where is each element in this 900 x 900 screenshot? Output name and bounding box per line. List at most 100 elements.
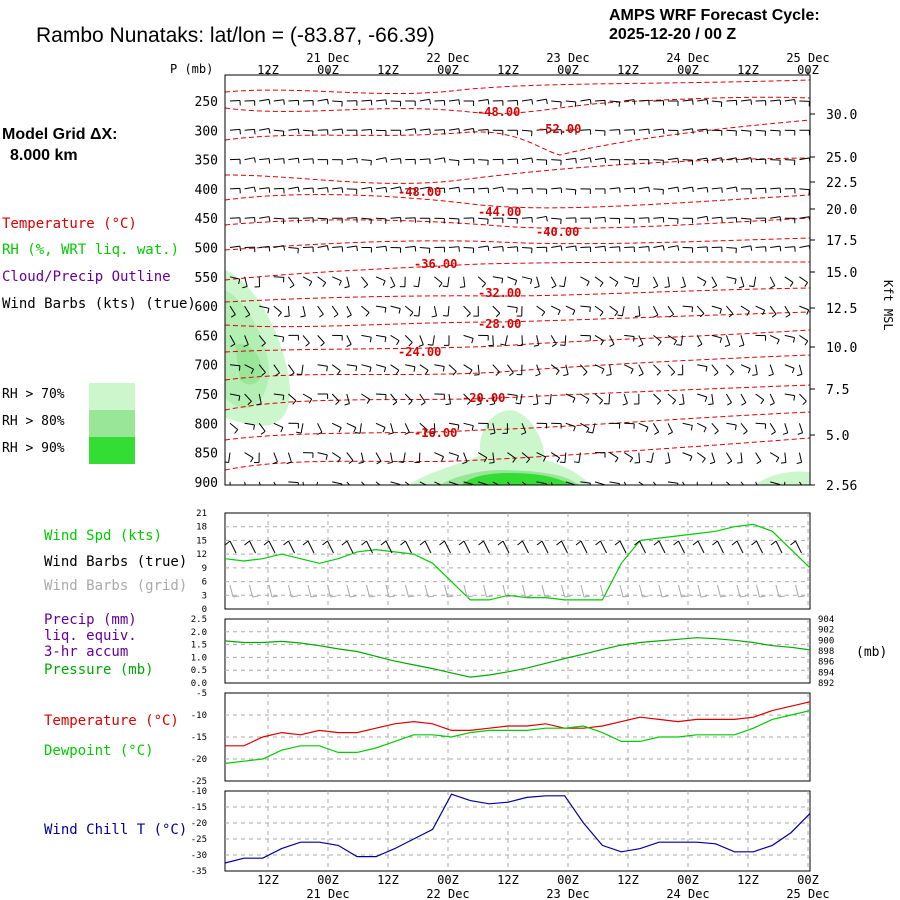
wind-barb xyxy=(769,423,776,433)
wind-barb-flag xyxy=(344,285,350,289)
surface-barb-grid-flag xyxy=(642,595,649,598)
wind-barb-flag xyxy=(413,285,419,288)
wind-barb xyxy=(769,334,780,341)
wind-barb xyxy=(536,98,547,102)
wind-barb xyxy=(682,393,685,404)
wind-barb xyxy=(228,452,231,463)
wind-barb xyxy=(375,99,386,102)
surface-barb-true xyxy=(561,540,568,554)
wind-barb xyxy=(229,276,240,280)
wind-barb-flag xyxy=(297,128,300,135)
legend-wind-barbs-true: Wind Barbs (true) xyxy=(44,554,188,570)
wind-barb-flag xyxy=(311,491,316,492)
pressure-label: 750 xyxy=(195,388,218,403)
wind-barb xyxy=(404,423,410,433)
top-date-label: 22 Dec xyxy=(426,51,469,65)
surface-barb-true xyxy=(229,540,237,554)
wind-barb xyxy=(564,335,567,346)
surface-barb-grid xyxy=(327,584,331,598)
surface-barb-grid-flag xyxy=(466,595,474,598)
wind-barb xyxy=(784,393,795,397)
wind-barb xyxy=(419,98,430,102)
wind-barb-flag xyxy=(755,491,760,493)
panel-ytick-label: -15 xyxy=(191,733,207,743)
wind-barb xyxy=(448,481,459,485)
wind-barb-flag xyxy=(260,430,266,435)
wind-barb xyxy=(361,276,369,285)
wind-barb-flag xyxy=(365,489,369,493)
wind-barb xyxy=(696,276,707,283)
wind-barb-flag xyxy=(541,311,546,317)
bottom-time-label: 00Z xyxy=(317,873,339,887)
surface-barb-grid xyxy=(678,584,682,598)
surface-barb-true xyxy=(580,540,588,554)
surface-barb-grid xyxy=(288,584,292,598)
rh-area-bottom-90 xyxy=(462,473,572,485)
wind-barb xyxy=(463,422,474,427)
surface-barb-true-flag xyxy=(556,540,562,546)
pressure-label: 500 xyxy=(195,242,218,257)
wind-barb xyxy=(244,452,254,459)
panel-ytick-label: 3 xyxy=(202,591,207,601)
wind-barb xyxy=(725,393,732,403)
wind-barb xyxy=(244,364,254,370)
wind-barb xyxy=(332,128,343,131)
wind-barb xyxy=(740,481,745,485)
legend-temperature-lower: Temperature (°C) xyxy=(44,713,179,729)
wind-barb xyxy=(375,364,386,368)
wind-barb-flag xyxy=(481,283,486,288)
wind-barb xyxy=(710,481,713,485)
wind-barb xyxy=(726,364,735,372)
wind-barb-flag xyxy=(634,315,640,318)
wind-barb-flag xyxy=(589,99,592,105)
wind-barb-flag xyxy=(243,344,249,348)
wind-barb xyxy=(432,335,435,346)
wind-barb xyxy=(682,99,693,102)
surface-barb-grid xyxy=(639,584,643,598)
wind-barb-flag xyxy=(667,431,673,435)
wind-barb xyxy=(580,364,588,373)
pressure-axis: 250 300 350 400 450 500 550 600 650 700 750 800 850 9… xyxy=(195,95,218,491)
wind-barb-flag xyxy=(275,372,280,377)
wind-barb xyxy=(696,481,698,485)
wind-barb-flag xyxy=(748,285,755,288)
wind-barb xyxy=(229,335,236,345)
wind-barb xyxy=(550,305,561,311)
wind-barb-flag xyxy=(704,396,708,402)
wind-barb xyxy=(405,128,416,131)
wind-barb xyxy=(653,245,664,248)
wind-barb-flag xyxy=(457,484,460,485)
surface-barb-grid-flag xyxy=(291,595,298,598)
wind-barb-flag xyxy=(337,457,341,463)
wind-barb xyxy=(521,452,530,460)
wind-barb-flag xyxy=(768,373,774,377)
wind-barb xyxy=(697,393,707,398)
wind-barb xyxy=(638,422,649,428)
surface-barb-true-flag xyxy=(751,540,757,546)
wind-barb xyxy=(624,129,635,131)
wind-barb-flag xyxy=(653,314,659,318)
wind-barb xyxy=(769,276,776,286)
wind-barb xyxy=(755,129,766,132)
wind-barb xyxy=(244,128,255,131)
bottom-time-label: 00Z xyxy=(677,873,699,887)
wind-barb-flag xyxy=(785,314,791,318)
wind-barb xyxy=(419,335,424,345)
wind-barb-flag xyxy=(487,245,490,252)
wind-barb-flag xyxy=(527,488,530,492)
wind-barb-flag xyxy=(348,460,354,464)
surface-barb-true xyxy=(600,540,607,554)
wind-barb-flag xyxy=(319,313,324,318)
wind-barb-flag xyxy=(601,368,605,374)
wind-barb xyxy=(653,364,661,373)
wind-barb-flag xyxy=(760,399,765,405)
wind-barb-flag xyxy=(268,216,271,222)
wind-barb-flag xyxy=(546,129,548,135)
surface-barb-true xyxy=(483,540,490,554)
wind-barb-flag xyxy=(672,400,677,405)
wind-barb-flag xyxy=(692,99,694,105)
wind-barb xyxy=(244,422,255,426)
wind-barb xyxy=(623,452,633,459)
wind-barb-flag xyxy=(268,158,271,164)
